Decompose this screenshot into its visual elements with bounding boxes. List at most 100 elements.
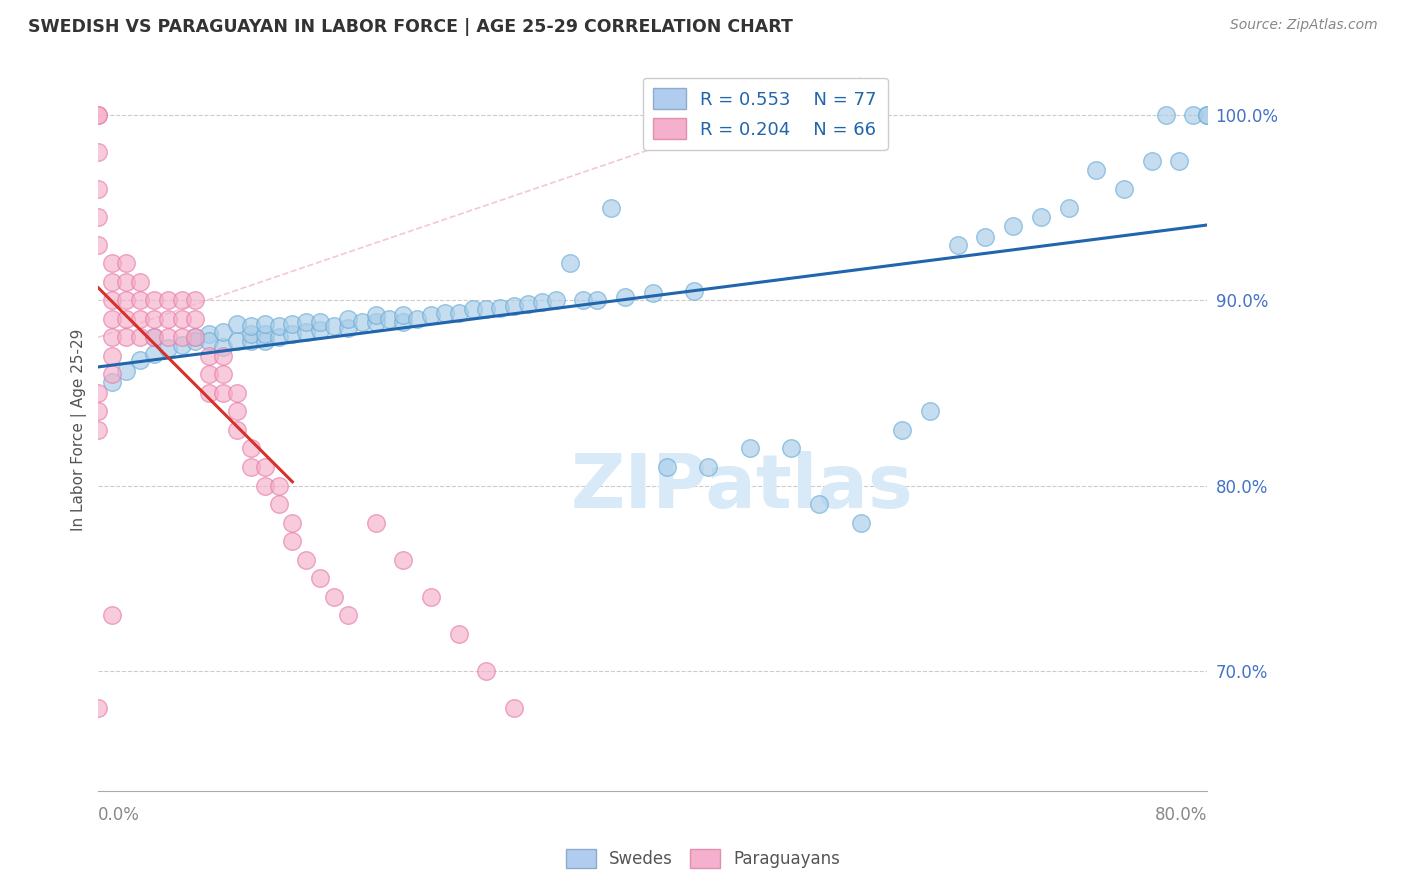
Text: SWEDISH VS PARAGUAYAN IN LABOR FORCE | AGE 25-29 CORRELATION CHART: SWEDISH VS PARAGUAYAN IN LABOR FORCE | A… xyxy=(28,18,793,36)
Point xyxy=(115,256,138,270)
Point xyxy=(101,275,124,289)
Point xyxy=(101,293,124,308)
Point xyxy=(323,590,346,604)
Point xyxy=(226,334,249,348)
Point xyxy=(87,423,110,437)
Point xyxy=(918,404,941,418)
Point xyxy=(364,516,387,530)
Point xyxy=(420,308,443,322)
Point xyxy=(1002,219,1025,233)
Point xyxy=(184,293,207,308)
Point xyxy=(808,497,831,511)
Point xyxy=(946,237,969,252)
Point xyxy=(239,319,262,334)
Point xyxy=(392,315,415,329)
Point xyxy=(87,385,110,400)
Point xyxy=(433,306,456,320)
Point xyxy=(1154,108,1177,122)
Point xyxy=(1197,108,1219,122)
Point xyxy=(198,368,221,382)
Point xyxy=(226,404,249,418)
Point xyxy=(115,275,138,289)
Point xyxy=(239,326,262,341)
Point xyxy=(392,308,415,322)
Point xyxy=(558,256,581,270)
Point xyxy=(267,319,290,334)
Point xyxy=(336,311,359,326)
Point xyxy=(281,534,304,549)
Point xyxy=(336,321,359,335)
Point xyxy=(170,293,193,308)
Point xyxy=(115,293,138,308)
Text: ZIPatlas: ZIPatlas xyxy=(571,451,912,524)
Point xyxy=(697,460,720,475)
Point xyxy=(253,318,276,332)
Point xyxy=(517,297,540,311)
Point xyxy=(1140,154,1163,169)
Point xyxy=(253,478,276,492)
Point xyxy=(253,326,276,341)
Point xyxy=(142,311,165,326)
Point xyxy=(87,237,110,252)
Point xyxy=(129,293,152,308)
Point xyxy=(281,318,304,332)
Point xyxy=(198,334,221,348)
Point xyxy=(184,311,207,326)
Point xyxy=(87,701,110,715)
Point xyxy=(212,385,235,400)
Point xyxy=(350,315,373,329)
Point xyxy=(87,108,110,122)
Point xyxy=(295,552,318,566)
Point xyxy=(295,325,318,339)
Point xyxy=(184,330,207,344)
Point xyxy=(503,299,526,313)
Point xyxy=(198,326,221,341)
Point xyxy=(1168,154,1191,169)
Text: Source: ZipAtlas.com: Source: ZipAtlas.com xyxy=(1230,18,1378,32)
Point xyxy=(101,349,124,363)
Legend: R = 0.553    N = 77, R = 0.204    N = 66: R = 0.553 N = 77, R = 0.204 N = 66 xyxy=(643,78,887,150)
Point xyxy=(142,347,165,361)
Point xyxy=(115,311,138,326)
Point xyxy=(475,664,498,678)
Point xyxy=(115,364,138,378)
Point xyxy=(1112,182,1135,196)
Point xyxy=(184,330,207,344)
Point xyxy=(544,293,567,308)
Point xyxy=(295,315,318,329)
Point xyxy=(447,627,470,641)
Point xyxy=(378,311,401,326)
Point xyxy=(129,330,152,344)
Point xyxy=(239,442,262,456)
Point xyxy=(323,319,346,334)
Point xyxy=(600,201,623,215)
Point xyxy=(336,608,359,623)
Point xyxy=(170,330,193,344)
Point xyxy=(87,108,110,122)
Point xyxy=(586,293,609,308)
Point xyxy=(87,145,110,159)
Point xyxy=(156,311,179,326)
Point xyxy=(503,701,526,715)
Point xyxy=(226,385,249,400)
Point xyxy=(614,289,637,303)
Point xyxy=(156,330,179,344)
Point xyxy=(156,293,179,308)
Point xyxy=(974,230,997,244)
Point xyxy=(142,330,165,344)
Point xyxy=(530,295,553,310)
Point xyxy=(267,478,290,492)
Point xyxy=(115,330,138,344)
Point xyxy=(738,442,761,456)
Point xyxy=(364,308,387,322)
Point xyxy=(1085,163,1108,178)
Point xyxy=(212,368,235,382)
Point xyxy=(267,497,290,511)
Point xyxy=(253,334,276,348)
Point xyxy=(420,590,443,604)
Point xyxy=(198,349,221,363)
Point xyxy=(780,442,803,456)
Point xyxy=(655,460,678,475)
Point xyxy=(212,340,235,354)
Point xyxy=(1029,210,1052,224)
